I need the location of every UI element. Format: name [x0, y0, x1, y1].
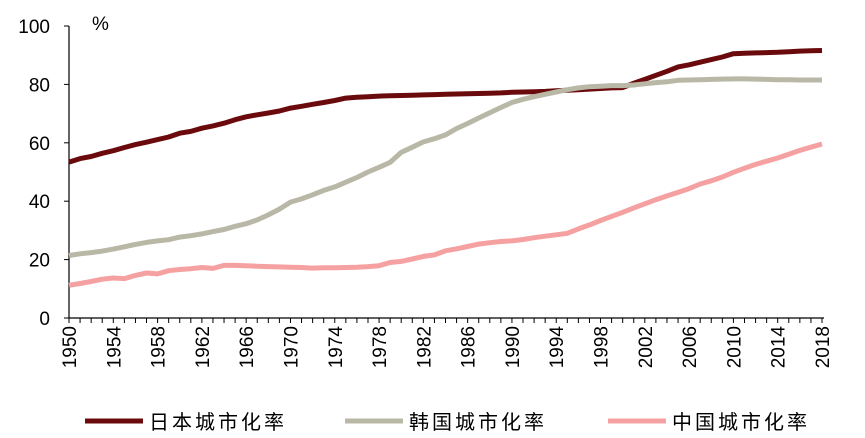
x-axis-tick-labels: 1950 1954 1958 1962 1966 1970 1974 1978 1982 1986…	[60, 326, 834, 369]
series-lines	[68, 48, 823, 288]
y-tick-label: 40	[29, 192, 50, 213]
series-line-3	[68, 141, 823, 288]
x-tick-label: 1974	[326, 326, 347, 369]
x-tick-label: 1978	[370, 326, 391, 368]
x-tick-label: 2002	[636, 326, 657, 368]
x-tick-label: 1986	[459, 326, 480, 368]
x-tick-label: 1954	[104, 326, 125, 369]
x-tick-label: 2014	[769, 326, 790, 369]
legend: 日本城市化率 韩国城市化率 中国城市化率	[85, 410, 810, 434]
series-line-1	[68, 48, 823, 165]
x-tick-label: 1970	[281, 326, 302, 368]
x-tick-label: 1990	[503, 326, 524, 368]
y-tick-label: 80	[29, 75, 50, 96]
x-tick-label: 2018	[813, 326, 834, 368]
legend-label: 韩国城市化率	[409, 410, 547, 434]
y-axis-tick-labels: 0 20 40 60 80 100	[18, 17, 50, 330]
series-line-2	[68, 76, 822, 258]
y-tick-label: 0	[39, 309, 50, 330]
x-tick-label: 1994	[547, 326, 568, 369]
x-tick-label: 1966	[237, 326, 258, 368]
x-tick-label: 2010	[724, 326, 745, 368]
x-tick-label: 1958	[149, 326, 170, 368]
x-tick-label: 1982	[414, 326, 435, 368]
x-tick-label: 1998	[592, 326, 613, 368]
y-tick-label: 60	[29, 134, 50, 155]
legend-label: 中国城市化率	[672, 410, 810, 434]
y-axis-unit-label: %	[92, 14, 109, 35]
legend-label: 日本城市化率	[149, 410, 287, 434]
x-tick-label: 2006	[680, 326, 701, 368]
x-tick-label: 1962	[193, 326, 214, 368]
y-tick-label: 20	[29, 251, 50, 272]
y-tick-label: 100	[18, 17, 50, 38]
x-tick-label: 1950	[60, 326, 81, 368]
axes	[64, 25, 824, 323]
